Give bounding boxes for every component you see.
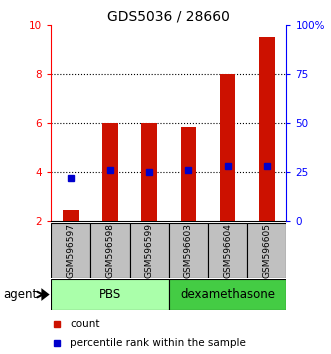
Text: agent: agent: [3, 288, 37, 301]
Title: GDS5036 / 28660: GDS5036 / 28660: [107, 10, 230, 24]
Text: dexamethasone: dexamethasone: [180, 288, 275, 301]
Bar: [259, 37, 274, 221]
Text: percentile rank within the sample: percentile rank within the sample: [70, 338, 246, 348]
Text: GSM596603: GSM596603: [184, 223, 193, 278]
Text: GSM596597: GSM596597: [67, 223, 75, 278]
Text: GSM596598: GSM596598: [106, 223, 115, 278]
Text: GSM596605: GSM596605: [262, 223, 271, 278]
Bar: [51, 223, 90, 278]
Bar: [247, 223, 286, 278]
Bar: [141, 123, 157, 221]
Bar: [181, 127, 196, 221]
Bar: [102, 123, 118, 221]
Text: count: count: [70, 319, 100, 329]
Bar: [208, 223, 247, 278]
Bar: [169, 279, 286, 310]
Text: GSM596599: GSM596599: [145, 223, 154, 278]
Bar: [90, 223, 130, 278]
Text: PBS: PBS: [99, 288, 121, 301]
Bar: [63, 210, 79, 221]
Bar: [51, 279, 169, 310]
Bar: [130, 223, 169, 278]
Bar: [169, 223, 208, 278]
Text: GSM596604: GSM596604: [223, 223, 232, 278]
Bar: [220, 74, 235, 221]
